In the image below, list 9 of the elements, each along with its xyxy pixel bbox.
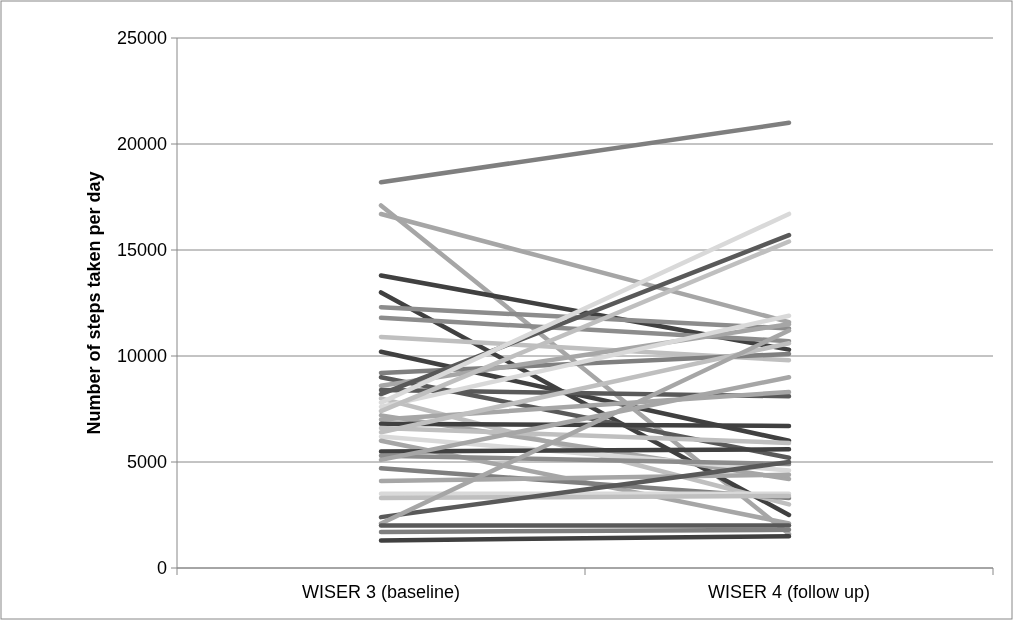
y-tick-label: 15000: [116, 240, 167, 261]
y-tick-label: 5000: [126, 452, 167, 473]
y-tick-label: 25000: [116, 28, 167, 49]
y-tick-label: 20000: [116, 134, 167, 155]
y-tick-label: 0: [156, 558, 167, 579]
y-axis-title: Number of steps taken per day: [84, 171, 104, 435]
y-tick-label: 10000: [116, 346, 167, 367]
x-tick-label: WISER 3 (baseline): [301, 582, 461, 602]
x-tick-label: WISER 4 (follow up): [707, 582, 871, 602]
